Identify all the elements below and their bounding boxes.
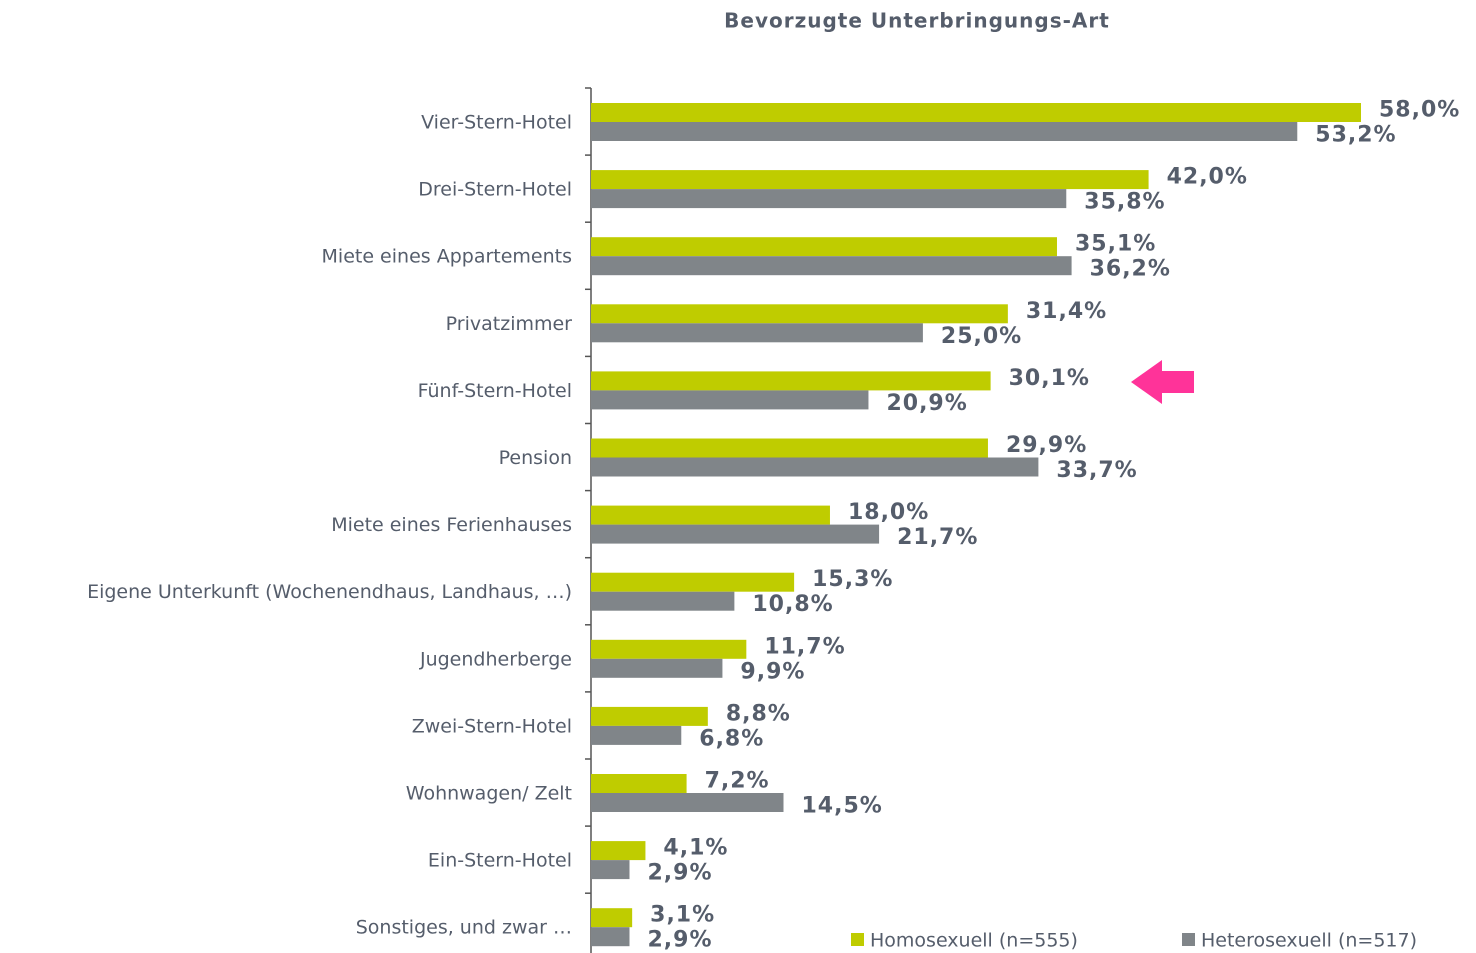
bar [591,189,1067,209]
bar [591,841,646,861]
value-label: 8,8% [726,701,791,726]
category-label: Eigene Unterkunft (Wochenendhaus, Landha… [87,581,572,603]
bar [591,639,747,659]
value-label: 3,1% [650,903,715,928]
bar [591,927,630,947]
bar [591,103,1361,122]
value-label: 31,4% [1026,299,1107,324]
value-label: 33,7% [1056,458,1137,483]
bar [591,774,687,793]
category-label: Jugendherberge [419,648,572,670]
value-label: 35,8% [1084,190,1165,215]
value-label: 10,8% [752,592,833,617]
value-label: 58,0% [1379,98,1460,123]
bar [591,860,630,880]
bar [591,908,633,928]
category-label: Pension [499,447,572,469]
legend-label: Homosexuell (n=555) [870,930,1078,952]
value-label: 53,2% [1315,123,1396,148]
bar [591,256,1072,276]
value-label: 9,9% [740,659,805,684]
value-label: 15,3% [812,567,893,592]
value-label: 18,0% [848,500,929,525]
value-label: 42,0% [1167,165,1248,190]
chart-title: Bevorzugte Unterbringungs-Art [724,9,1110,33]
highlight-arrow [1131,360,1194,404]
legend-swatch [1182,933,1195,946]
value-label: 20,9% [886,391,967,416]
legend-label: Heterosexuell (n=517) [1201,930,1417,952]
category-label: Vier-Stern-Hotel [421,112,572,134]
category-label: Miete eines Appartements [322,246,572,268]
bar [591,438,988,458]
bar [591,457,1039,477]
bar [591,122,1298,141]
category-label: Drei-Stern-Hotel [418,179,572,201]
bar [591,658,723,678]
bar [591,371,991,391]
value-label: 35,1% [1075,232,1156,257]
bar [591,237,1057,257]
bar [591,390,869,410]
value-label: 2,9% [648,861,713,886]
legend-swatch [851,933,864,946]
value-label: 11,7% [764,634,845,659]
category-label: Fünf-Stern-Hotel [418,380,572,402]
category-label: Wohnwagen/ Zelt [406,783,572,805]
bar [591,591,735,611]
value-label: 25,0% [941,324,1022,349]
value-label: 7,2% [705,769,770,794]
bar [591,706,708,726]
value-label: 2,9% [648,928,713,953]
bar [591,572,795,592]
value-label: 36,2% [1090,257,1171,282]
category-label: Miete eines Ferienhauses [331,514,572,536]
value-label: 4,1% [663,836,728,861]
bar [591,170,1149,190]
bar [591,505,830,525]
bar [591,793,784,812]
bar [591,524,880,544]
bar [591,725,682,745]
category-label: Zwei-Stern-Hotel [412,715,572,737]
category-label: Privatzimmer [446,313,573,335]
value-label: 6,8% [699,726,764,751]
category-label: Sonstiges, und zwar … [356,917,572,939]
bar [591,304,1008,324]
bar [591,323,923,343]
category-label: Ein-Stern-Hotel [428,850,572,872]
value-label: 29,9% [1006,433,1087,458]
value-label: 21,7% [897,525,978,550]
value-label: 30,1% [1009,366,1090,391]
value-label: 14,5% [802,794,883,819]
